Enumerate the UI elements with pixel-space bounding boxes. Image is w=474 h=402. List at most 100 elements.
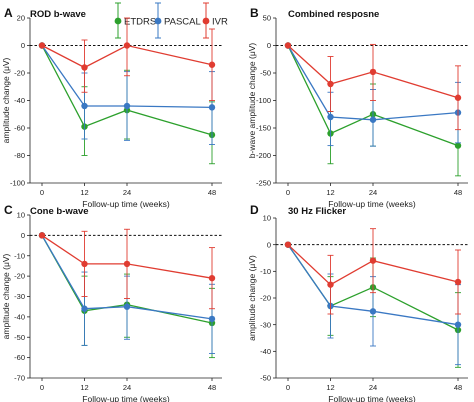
legend-marker xyxy=(154,17,162,25)
series-ivr xyxy=(38,228,216,310)
x-tick-label: 0 xyxy=(40,383,44,392)
legend-item-etdrs: ETDRS xyxy=(114,2,156,39)
y-tick-label: -200 xyxy=(256,151,271,160)
series-line-etdrs xyxy=(41,45,213,136)
panel-letter: A xyxy=(4,6,13,20)
data-point xyxy=(38,42,46,49)
y-tick-label: -10 xyxy=(14,251,25,260)
legend: ETDRS PASCAL IVR xyxy=(114,2,228,39)
panel-title: Cone b-wave xyxy=(30,206,89,217)
data-point xyxy=(208,104,216,111)
y-tick-label: -40 xyxy=(14,96,25,105)
data-point xyxy=(327,113,334,121)
y-tick-label: 0 xyxy=(21,231,25,240)
series-line-ivr xyxy=(287,45,459,99)
y-tick-label: -40 xyxy=(260,347,271,356)
y-tick-label: -20 xyxy=(14,69,25,78)
data-point xyxy=(81,64,88,71)
y-tick-label: -50 xyxy=(14,333,25,342)
y-tick-label: 10 xyxy=(17,211,25,220)
x-tick-label: 48 xyxy=(454,188,462,197)
x-axis-label: Follow-up time (weeks) xyxy=(328,199,416,209)
data-point xyxy=(123,102,131,110)
x-tick-label: 0 xyxy=(286,383,290,392)
y-tick-label: -100 xyxy=(10,179,25,188)
y-tick-label: 0 xyxy=(267,41,271,50)
data-point xyxy=(284,42,292,49)
y-tick-label: -30 xyxy=(14,292,25,301)
data-point xyxy=(123,260,131,268)
panel-c: C Cone b-wave -70 -60 -50 -40 -30 -20 -10 0 10 0 12 2… xyxy=(1,203,222,402)
series-line-ivr xyxy=(287,244,459,286)
y-tick-label: -70 xyxy=(14,374,25,383)
x-axis-label: Follow-up time (weeks) xyxy=(328,394,416,402)
y-tick-label: -20 xyxy=(14,272,25,281)
data-point xyxy=(123,42,131,49)
y-tick-label: -150 xyxy=(256,124,271,133)
x-tick-label: 0 xyxy=(40,188,44,197)
series-line-ivr xyxy=(41,234,213,279)
y-tick-label: -250 xyxy=(256,179,271,188)
data-point xyxy=(454,278,462,286)
y-tick-label: -30 xyxy=(260,320,271,329)
y-axis-label: amplitude change (μV) xyxy=(247,255,257,341)
data-point xyxy=(327,281,334,288)
panel-b: B Combined resposne -250 -200 -150 -100 -50 0 50… xyxy=(247,6,468,209)
data-point xyxy=(81,305,88,312)
x-tick-label: 48 xyxy=(454,383,462,392)
data-point xyxy=(208,61,216,68)
y-axis-label: amplitude change (μV) xyxy=(1,253,11,339)
series-line-pascal xyxy=(287,244,459,326)
panel-title: ROD b-wave xyxy=(30,9,86,20)
data-point xyxy=(208,274,216,282)
y-tick-label: -10 xyxy=(260,267,271,276)
y-tick-label: -60 xyxy=(14,353,25,362)
series-line-etdrs xyxy=(287,45,459,147)
y-tick-label: -100 xyxy=(256,96,271,105)
panel-title: 30 Hz Flicker xyxy=(288,206,346,217)
x-tick-label: 12 xyxy=(80,188,88,197)
series-line-pascal xyxy=(41,235,213,320)
data-point xyxy=(369,116,377,123)
x-tick-label: 24 xyxy=(123,188,131,197)
x-tick-label: 24 xyxy=(123,383,131,392)
legend-marker xyxy=(202,17,210,25)
y-tick-label: -40 xyxy=(14,312,25,321)
series-ivr xyxy=(284,228,462,315)
data-point xyxy=(284,241,292,248)
x-tick-label: 48 xyxy=(208,383,216,392)
panel-letter: D xyxy=(250,203,259,217)
series-line-pascal xyxy=(41,45,213,109)
data-point xyxy=(454,94,462,101)
data-point xyxy=(454,321,462,328)
series-line-pascal xyxy=(287,45,459,121)
y-tick-label: -80 xyxy=(14,151,25,160)
y-axis-label: b-wave amplitude change (μV) xyxy=(247,43,257,159)
y-tick-label: -50 xyxy=(260,374,271,383)
data-point xyxy=(38,232,46,239)
panel-letter: B xyxy=(250,6,259,20)
y-tick-label: 10 xyxy=(263,214,271,223)
panel-d: D 30 Hz Flicker -50 -40 -30 -20 -10 0 10 0 12 24 48 F… xyxy=(247,203,468,402)
x-tick-label: 0 xyxy=(286,188,290,197)
x-tick-label: 24 xyxy=(369,188,377,197)
legend-marker xyxy=(114,17,122,25)
data-point xyxy=(369,68,377,76)
data-point xyxy=(123,303,131,310)
x-tick-label: 12 xyxy=(326,188,334,197)
data-point xyxy=(81,260,88,268)
data-point xyxy=(81,102,88,110)
series-line-ivr xyxy=(41,44,213,69)
legend-label: ETDRS xyxy=(124,17,156,28)
legend-item-ivr: IVR xyxy=(202,2,228,39)
y-tick-label: -20 xyxy=(260,294,271,303)
legend-label: PASCAL xyxy=(164,17,201,28)
y-tick-label: 20 xyxy=(17,14,25,23)
y-tick-label: 0 xyxy=(21,41,25,50)
x-axis-label: Follow-up time (weeks) xyxy=(82,394,170,402)
panel-letter: C xyxy=(4,203,13,217)
x-axis-label: Follow-up time (weeks) xyxy=(82,199,170,209)
data-point xyxy=(369,257,377,264)
